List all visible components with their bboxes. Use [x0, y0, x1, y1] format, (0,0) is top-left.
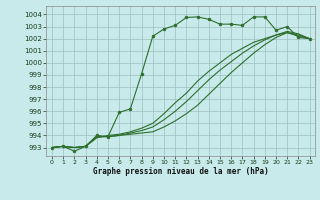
X-axis label: Graphe pression niveau de la mer (hPa): Graphe pression niveau de la mer (hPa) [93, 167, 269, 176]
